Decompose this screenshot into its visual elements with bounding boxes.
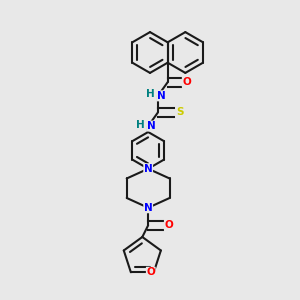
Text: N: N (144, 164, 152, 174)
Text: S: S (176, 107, 183, 117)
Text: N: N (157, 91, 166, 101)
Text: O: O (146, 267, 155, 277)
Text: O: O (164, 220, 173, 230)
Text: N: N (147, 121, 156, 131)
Text: N: N (144, 203, 152, 213)
Text: H: H (146, 89, 155, 99)
Text: H: H (136, 120, 145, 130)
Text: O: O (182, 77, 191, 87)
